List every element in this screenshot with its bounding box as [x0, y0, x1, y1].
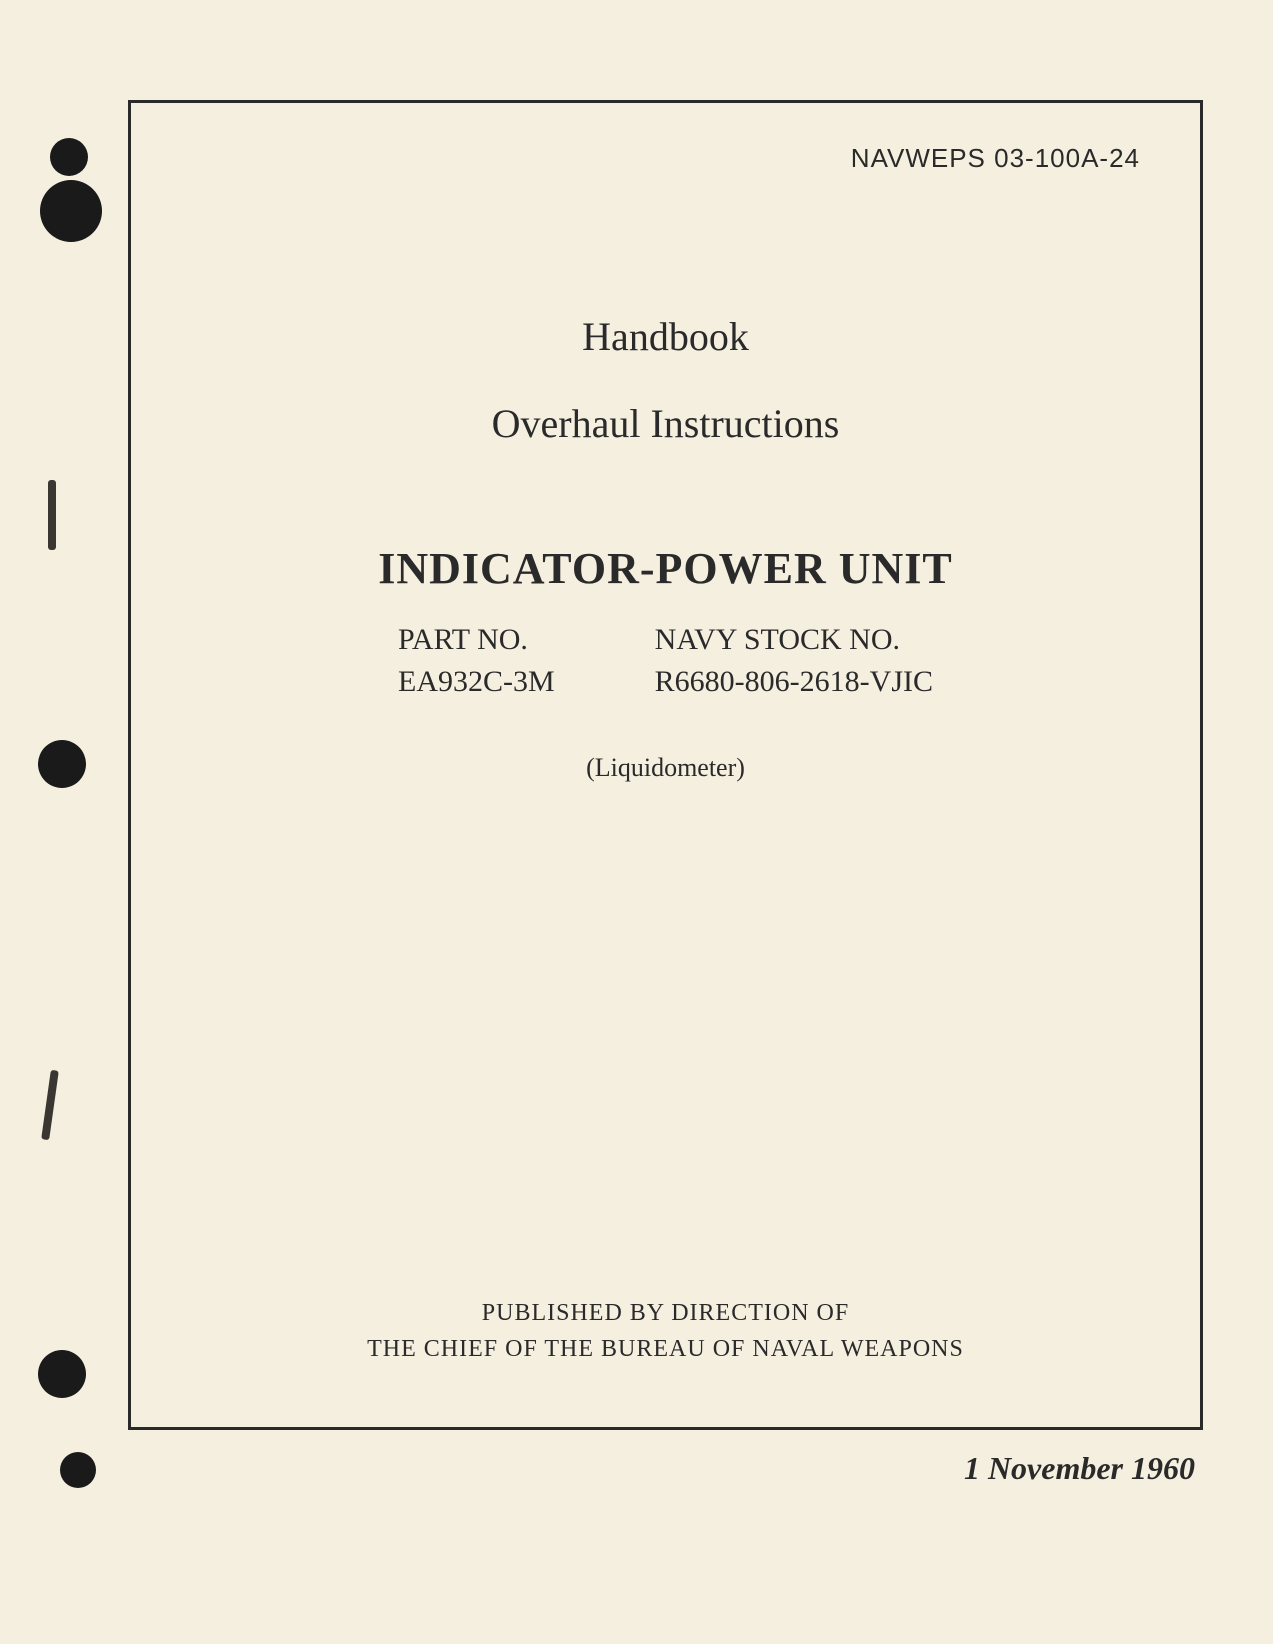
- staple-mark: [41, 1070, 59, 1140]
- document-border: NAVWEPS 03-100A-24 Handbook Overhaul Ins…: [128, 100, 1203, 1430]
- part-info-block: PART NO. EA932C-3M NAVY STOCK NO. R6680-…: [131, 623, 1200, 699]
- punch-hole: [60, 1452, 96, 1488]
- part-no-label: PART NO.: [398, 623, 555, 657]
- publisher-line-2: THE CHIEF OF THE BUREAU OF NAVAL WEAPONS: [131, 1331, 1200, 1367]
- title-handbook: Handbook: [131, 313, 1200, 360]
- document-id: NAVWEPS 03-100A-24: [851, 143, 1140, 174]
- punch-hole: [40, 180, 102, 242]
- subtitle-liquidometer: (Liquidometer): [131, 753, 1200, 783]
- punch-hole: [38, 1350, 86, 1398]
- navy-stock-label: NAVY STOCK NO.: [655, 623, 933, 657]
- main-title: INDICATOR-POWER UNIT: [131, 543, 1200, 594]
- publisher-line-1: PUBLISHED BY DIRECTION OF: [131, 1295, 1200, 1331]
- navy-stock-column: NAVY STOCK NO. R6680-806-2618-VJIC: [655, 623, 933, 699]
- punch-hole: [50, 138, 88, 176]
- part-no-column: PART NO. EA932C-3M: [398, 623, 555, 699]
- publication-date: 1 November 1960: [964, 1450, 1195, 1487]
- title-overhaul: Overhaul Instructions: [131, 400, 1200, 447]
- navy-stock-value: R6680-806-2618-VJIC: [655, 665, 933, 699]
- title-block: Handbook Overhaul Instructions: [131, 313, 1200, 447]
- staple-mark: [48, 480, 56, 550]
- publisher-block: PUBLISHED BY DIRECTION OF THE CHIEF OF T…: [131, 1295, 1200, 1367]
- part-no-value: EA932C-3M: [398, 665, 555, 699]
- punch-hole: [38, 740, 86, 788]
